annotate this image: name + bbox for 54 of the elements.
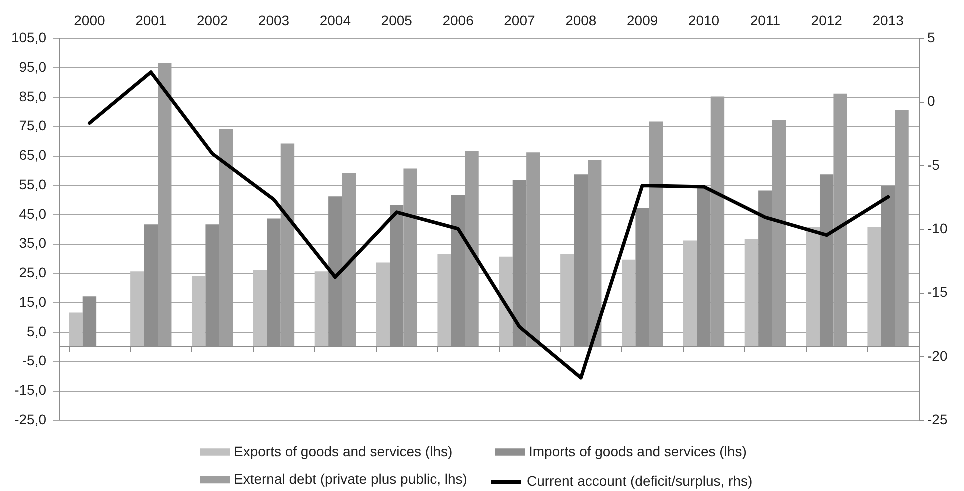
x-tick-label: 2008 [566,12,597,28]
y-tick-label: 15,0 [19,294,47,310]
y-tick-label: 105,0 [11,30,47,46]
line-series [88,70,890,380]
y-tick-label: 25,0 [19,264,47,281]
y2-tick-label: 5 [928,30,936,46]
y-tick-label: 65,0 [19,147,47,164]
x-tick-label: 2007 [504,12,536,28]
x-tick-label: 2012 [811,12,843,28]
y-tick-label: 55,0 [19,176,47,192]
x-tick-label: 2000 [74,12,106,28]
bar [130,272,144,347]
bar [560,254,574,347]
bar [192,276,206,347]
y-tick-label: 85,0 [19,88,47,104]
x-tick-label: 2011 [750,12,781,28]
bar [376,262,390,347]
y-tick-label: -15,0 [14,382,47,398]
x-tick-label: 2003 [258,12,290,28]
y2-tick-label: -20 [928,348,948,364]
bar [683,240,698,347]
y2-tick-label: 0 [928,93,936,110]
y2-tick-label: -25 [928,412,948,428]
y-tick-label: -5,0 [22,352,47,369]
bar [69,312,83,347]
legend-label: Exports of goods and services (lhs) [234,443,453,460]
y-tick-label: 75,0 [19,118,47,134]
y2-tick-label: -5 [928,156,940,173]
x-tick-label: 2010 [688,12,720,28]
x-tick-label: 2009 [626,12,658,28]
x-tick-label: 2001 [136,12,167,28]
x-tick-label: 2002 [196,12,228,28]
bar [499,256,513,347]
bar [253,270,268,347]
y2-tick-label: -10 [928,220,948,236]
y-tick-label: 95,0 [19,58,47,75]
bar [868,228,882,347]
x-tick-label: 2006 [442,12,474,28]
bar [622,260,636,347]
y-tick-label: -25,0 [14,412,47,428]
bar [438,254,452,347]
y-tick-label: 45,0 [19,206,47,222]
bar [806,228,820,347]
y-tick-label: 5,0 [27,323,47,340]
legend-label: Imports of goods and services (lhs) [529,443,747,460]
x-tick-label: 2004 [320,12,352,28]
x-tick-label: 2005 [381,12,413,28]
bar [314,272,329,347]
x-tick-label: 2013 [872,12,904,28]
y2-tick-label: -15 [928,284,948,300]
legend-label: External debt (private plus public, lhs) [234,471,468,487]
bar [744,239,759,347]
y-tick-label: 35,0 [19,235,47,252]
legend-label: Current account (deficit/surplus, rhs) [527,473,753,489]
